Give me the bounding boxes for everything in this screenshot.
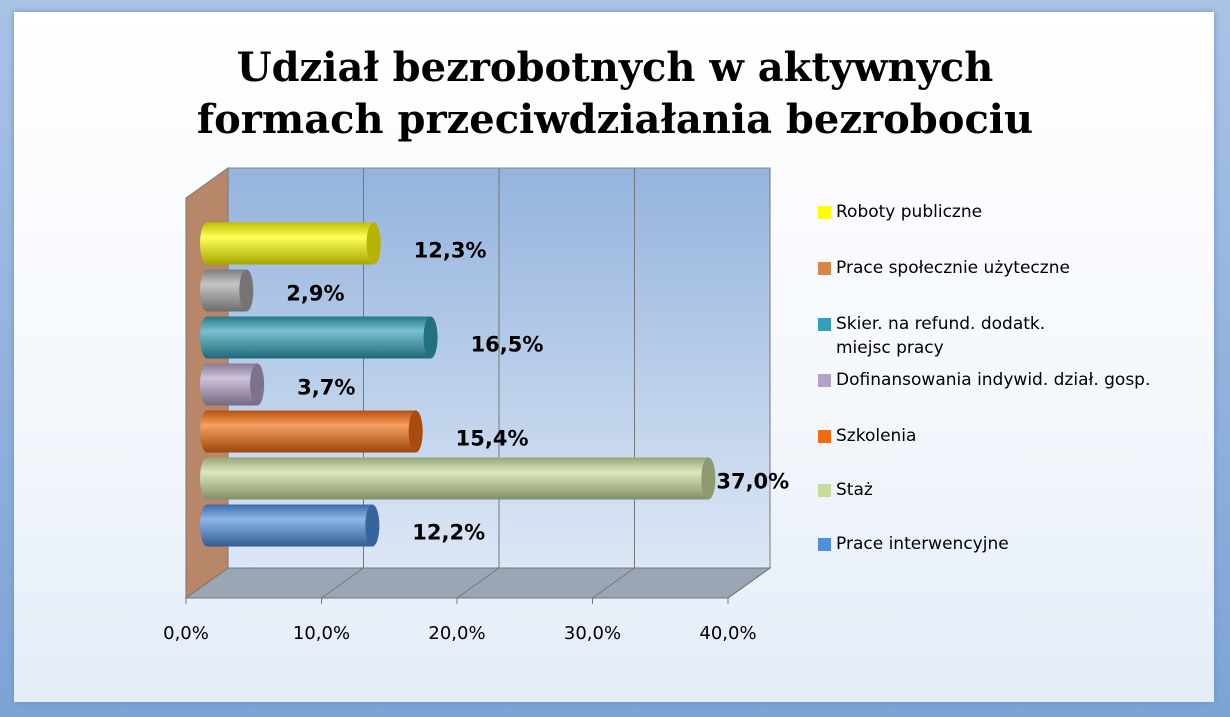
- legend-item: Skier. na refund. dodatk. miejsc pracy: [818, 312, 1056, 360]
- legend-item: Staż: [818, 478, 1230, 502]
- legend-item: Prace społecznie użyteczne: [818, 256, 1230, 280]
- legend-item: Dofinansowania indywid. dział. gosp.: [818, 368, 1230, 392]
- floor-grid-line: [456, 567, 500, 599]
- data-label: 12,3%: [414, 239, 487, 263]
- x-tick-label: 30,0%: [564, 623, 621, 644]
- bar-cap: [408, 410, 423, 453]
- bar-cap: [423, 316, 438, 359]
- bar: [200, 410, 423, 453]
- legend-swatch: [818, 318, 831, 331]
- x-tick-label: 40,0%: [699, 623, 756, 644]
- floor-grid-line: [321, 567, 364, 599]
- bar: [200, 269, 254, 312]
- x-tick-label: 0,0%: [163, 623, 209, 644]
- legend-swatch: [818, 374, 831, 387]
- bar-cap: [366, 222, 381, 265]
- legend-label: Dofinansowania indywid. dział. gosp.: [836, 370, 1151, 390]
- bar-cap: [365, 504, 380, 547]
- data-label: 37,0%: [716, 470, 789, 494]
- x-tick-label: 10,0%: [293, 623, 350, 644]
- bar-cap: [239, 269, 254, 312]
- data-label: 16,5%: [471, 333, 544, 357]
- legend-item: Roboty publiczne: [818, 200, 1230, 224]
- legend-swatch: [818, 206, 831, 219]
- bar: [200, 504, 380, 547]
- legend-swatch: [818, 538, 831, 551]
- legend-label: Prace społecznie użyteczne: [836, 258, 1070, 278]
- floor-grid-line: [592, 567, 635, 599]
- bar-cap: [250, 363, 265, 406]
- chart-title: Udział bezrobotnych w aktywnych formach …: [196, 44, 1034, 143]
- x-tick-label: 20,0%: [428, 623, 485, 644]
- bar-cap: [701, 457, 716, 500]
- bar: [200, 316, 438, 359]
- data-label: 2,9%: [286, 282, 344, 306]
- legend-label: Staż: [836, 480, 873, 500]
- floor-grid-line: [185, 567, 229, 599]
- bar: [200, 222, 381, 265]
- data-label: 12,2%: [412, 521, 485, 545]
- floor-grid-line: [727, 567, 771, 599]
- legend-swatch: [818, 262, 831, 275]
- bar: [200, 363, 265, 406]
- legend-label: Roboty publiczne: [836, 202, 983, 222]
- legend-label: Skier. na refund. dodatk. miejsc pracy: [836, 314, 1046, 358]
- data-label: 15,4%: [456, 427, 529, 451]
- legend-item: Prace interwencyjne: [818, 532, 1230, 556]
- legend-swatch: [818, 484, 831, 497]
- legend-item: Szkolenia: [818, 424, 1230, 448]
- legend-label: Szkolenia: [836, 426, 917, 446]
- legend-label: Prace interwencyjne: [836, 534, 1009, 554]
- legend-swatch: [818, 430, 831, 443]
- bar: [200, 457, 716, 500]
- data-label: 3,7%: [297, 376, 355, 400]
